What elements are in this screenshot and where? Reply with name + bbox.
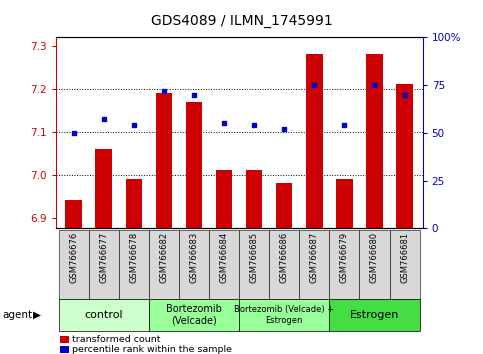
- Bar: [359, 230, 389, 299]
- Bar: [306, 55, 323, 228]
- Text: GSM766684: GSM766684: [220, 232, 228, 283]
- Text: ▶: ▶: [33, 310, 41, 320]
- Text: Estrogen: Estrogen: [350, 310, 399, 320]
- Bar: [239, 230, 269, 299]
- Bar: [119, 230, 149, 299]
- Text: GSM766679: GSM766679: [340, 232, 349, 283]
- Bar: [246, 170, 262, 228]
- Text: transformed count: transformed count: [72, 335, 161, 344]
- Bar: [336, 179, 353, 228]
- Bar: [269, 230, 299, 299]
- Text: GDS4089 / ILMN_1745991: GDS4089 / ILMN_1745991: [151, 14, 332, 28]
- Text: Bortezomib
(Velcade): Bortezomib (Velcade): [166, 304, 222, 326]
- Bar: [239, 299, 329, 331]
- Text: agent: agent: [2, 310, 32, 320]
- Bar: [156, 93, 172, 228]
- Text: GSM766685: GSM766685: [250, 232, 258, 283]
- Text: percentile rank within the sample: percentile rank within the sample: [72, 345, 232, 354]
- Bar: [389, 230, 420, 299]
- Text: GSM766676: GSM766676: [69, 232, 78, 284]
- Bar: [276, 183, 293, 228]
- Bar: [149, 299, 239, 331]
- Text: GSM766680: GSM766680: [370, 232, 379, 283]
- Text: GSM766686: GSM766686: [280, 232, 289, 284]
- Bar: [329, 230, 359, 299]
- Bar: [149, 230, 179, 299]
- Bar: [89, 230, 119, 299]
- Bar: [65, 200, 82, 228]
- Bar: [329, 299, 420, 331]
- Text: GSM766681: GSM766681: [400, 232, 409, 283]
- Bar: [366, 55, 383, 228]
- Bar: [209, 230, 239, 299]
- Text: GSM766683: GSM766683: [189, 232, 199, 284]
- Bar: [126, 179, 142, 228]
- Text: Bortezomib (Velcade) +
Estrogen: Bortezomib (Velcade) + Estrogen: [234, 306, 334, 325]
- Bar: [58, 230, 89, 299]
- Bar: [185, 102, 202, 228]
- Bar: [58, 299, 149, 331]
- Text: GSM766677: GSM766677: [99, 232, 108, 284]
- Text: GSM766682: GSM766682: [159, 232, 169, 283]
- Text: GSM766687: GSM766687: [310, 232, 319, 284]
- Text: control: control: [85, 310, 123, 320]
- Bar: [179, 230, 209, 299]
- Text: GSM766678: GSM766678: [129, 232, 138, 284]
- Bar: [216, 170, 232, 228]
- Bar: [396, 84, 413, 228]
- Bar: [96, 149, 112, 228]
- Bar: [299, 230, 329, 299]
